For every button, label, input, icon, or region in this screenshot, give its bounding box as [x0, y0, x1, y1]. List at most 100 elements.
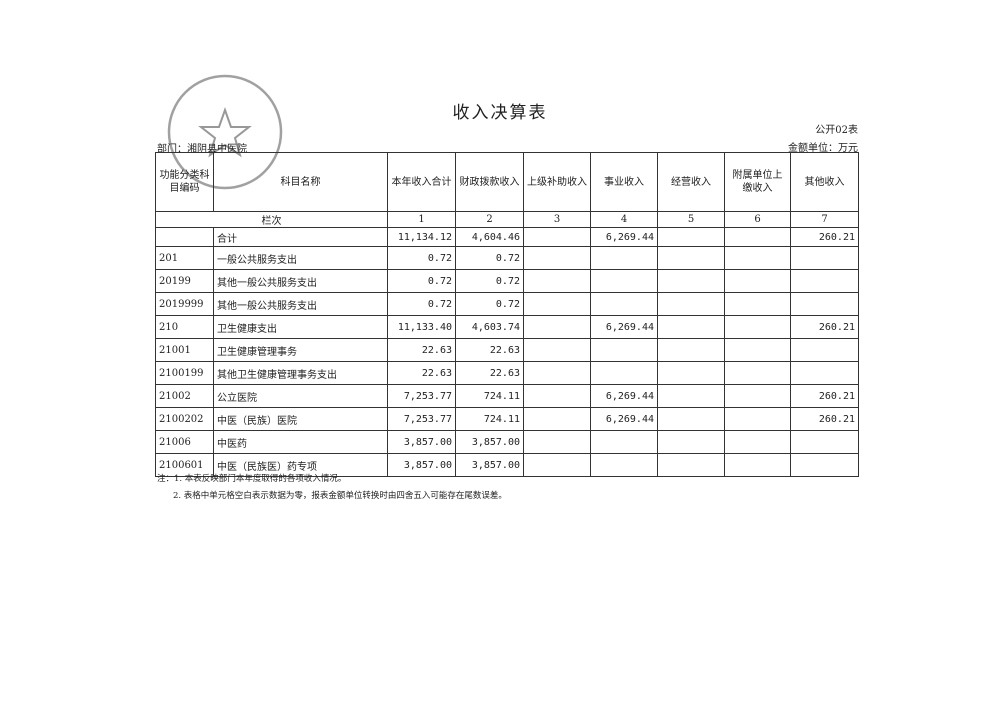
amount-cell — [590, 361, 658, 385]
line-number: 5 — [657, 211, 725, 228]
table-row: 201 一般公共服务支出 0.72 0.72 — [155, 246, 859, 270]
line-number: 3 — [523, 211, 591, 228]
amount-cell — [657, 246, 725, 270]
amount-cell — [724, 361, 791, 385]
line-number-row: 栏次 1 2 3 4 5 6 7 — [155, 211, 859, 228]
subject-name: 其他一般公共服务支出 — [213, 292, 388, 316]
notes: 注：1. 本表反映部门本年度取得的各项收入情况。 2. 表格中单元格空白表示数据… — [157, 471, 507, 505]
amount-cell: 0.72 — [455, 246, 524, 270]
income-table: 功能分类科目编码 科目名称 本年收入合计 财政拨款收入 上级补助收入 事业收入 经营收入 附属… — [155, 152, 859, 477]
table-row: 21002 公立医院 7,253.77 724.11 6,269.44 260.21 — [155, 384, 859, 408]
amount-cell — [590, 246, 658, 270]
amount-cell: 6,269.44 — [590, 227, 658, 247]
amount-cell — [523, 292, 591, 316]
amount-cell: 6,269.44 — [590, 384, 658, 408]
amount-cell: 7,253.77 — [387, 407, 456, 431]
amount-cell — [523, 315, 591, 339]
amount-cell: 724.11 — [455, 384, 524, 408]
subject-code: 2100601 — [155, 453, 214, 477]
amount-cell: 22.63 — [455, 361, 524, 385]
amount-cell — [724, 338, 791, 362]
amount-cell — [657, 269, 725, 293]
amount-cell — [523, 227, 591, 247]
amount-cell — [724, 227, 791, 247]
amount-cell — [523, 246, 591, 270]
amount-cell — [724, 292, 791, 316]
amount-cell — [724, 384, 791, 408]
subject-code: 2100202 — [155, 407, 214, 431]
amount-cell — [790, 430, 859, 454]
amount-cell — [657, 453, 725, 477]
table-row: 合计 11,134.12 4,604.46 6,269.44 260.21 — [155, 227, 859, 247]
subject-name: 卫生健康管理事务 — [213, 338, 388, 362]
amount-cell — [657, 407, 725, 431]
amount-cell: 4,604.46 — [455, 227, 524, 247]
column-header: 附属单位上缴收入 — [724, 152, 791, 212]
table-row: 21006 中医药 3,857.00 3,857.00 — [155, 430, 859, 454]
amount-cell: 7,253.77 — [387, 384, 456, 408]
amount-cell — [590, 292, 658, 316]
amount-cell: 3,857.00 — [387, 453, 456, 477]
amount-cell — [657, 338, 725, 362]
column-header: 其他收入 — [790, 152, 859, 212]
table-row: 21001 卫生健康管理事务 22.63 22.63 — [155, 338, 859, 362]
subject-code: 210 — [155, 315, 214, 339]
line-number: 6 — [724, 211, 791, 228]
subject-name: 公立医院 — [213, 384, 388, 408]
amount-cell: 260.21 — [790, 384, 859, 408]
page-title: 收入决算表 — [452, 103, 548, 123]
amount-cell — [657, 292, 725, 316]
amount-cell: 0.72 — [387, 246, 456, 270]
table-row: 2100601 中医（民族医）药专项 3,857.00 3,857.00 — [155, 453, 859, 477]
amount-unit: 金额单位：万元 — [788, 143, 858, 154]
column-header: 上级补助收入 — [523, 152, 591, 212]
line-label: 栏次 — [155, 211, 388, 228]
amount-cell — [523, 269, 591, 293]
amount-cell: 11,133.40 — [387, 315, 456, 339]
amount-cell — [657, 384, 725, 408]
amount-cell: 260.21 — [790, 315, 859, 339]
table-row: 210 卫生健康支出 11,133.40 4,603.74 6,269.44 260.21 — [155, 315, 859, 339]
column-header: 事业收入 — [590, 152, 658, 212]
table-row: 20199 其他一般公共服务支出 0.72 0.72 — [155, 269, 859, 293]
column-header: 财政拨款收入 — [455, 152, 524, 212]
subject-name: 卫生健康支出 — [213, 315, 388, 339]
amount-cell — [724, 269, 791, 293]
amount-cell — [523, 407, 591, 431]
amount-cell — [790, 453, 859, 477]
amount-cell — [523, 338, 591, 362]
subject-name: 其他卫生健康管理事务支出 — [213, 361, 388, 385]
amount-cell — [590, 338, 658, 362]
amount-cell — [657, 361, 725, 385]
subject-name: 一般公共服务支出 — [213, 246, 388, 270]
subject-code: 21006 — [155, 430, 214, 454]
amount-cell: 3,857.00 — [455, 430, 524, 454]
note-1: 注：1. 本表反映部门本年度取得的各项收入情况。 — [157, 474, 347, 484]
subject-name: 合计 — [213, 227, 388, 247]
amount-cell — [724, 407, 791, 431]
amount-cell: 6,269.44 — [590, 407, 658, 431]
amount-cell — [724, 453, 791, 477]
amount-cell — [790, 338, 859, 362]
department-label: 部门：湘阴县中医院 — [157, 144, 247, 155]
subject-name: 中医药 — [213, 430, 388, 454]
amount-cell — [724, 315, 791, 339]
amount-cell: 0.72 — [455, 292, 524, 316]
subject-name: 中医（民族医）药专项 — [213, 453, 388, 477]
table-row: 2100199 其他卫生健康管理事务支出 22.63 22.63 — [155, 361, 859, 385]
note-2: 2. 表格中单元格空白表示数据为零，报表金额单位转换时由四舍五入可能存在尾数误差… — [173, 491, 507, 501]
amount-cell: 260.21 — [790, 407, 859, 431]
table-row: 2019999 其他一般公共服务支出 0.72 0.72 — [155, 292, 859, 316]
amount-cell: 6,269.44 — [590, 315, 658, 339]
amount-cell — [724, 246, 791, 270]
subject-name: 其他一般公共服务支出 — [213, 269, 388, 293]
amount-cell — [523, 430, 591, 454]
amount-cell: 0.72 — [455, 269, 524, 293]
amount-cell: 22.63 — [455, 338, 524, 362]
subject-code: 21002 — [155, 384, 214, 408]
amount-cell: 260.21 — [790, 227, 859, 247]
amount-cell: 4,603.74 — [455, 315, 524, 339]
amount-cell — [523, 384, 591, 408]
form-number: 公开02表 — [815, 125, 858, 136]
